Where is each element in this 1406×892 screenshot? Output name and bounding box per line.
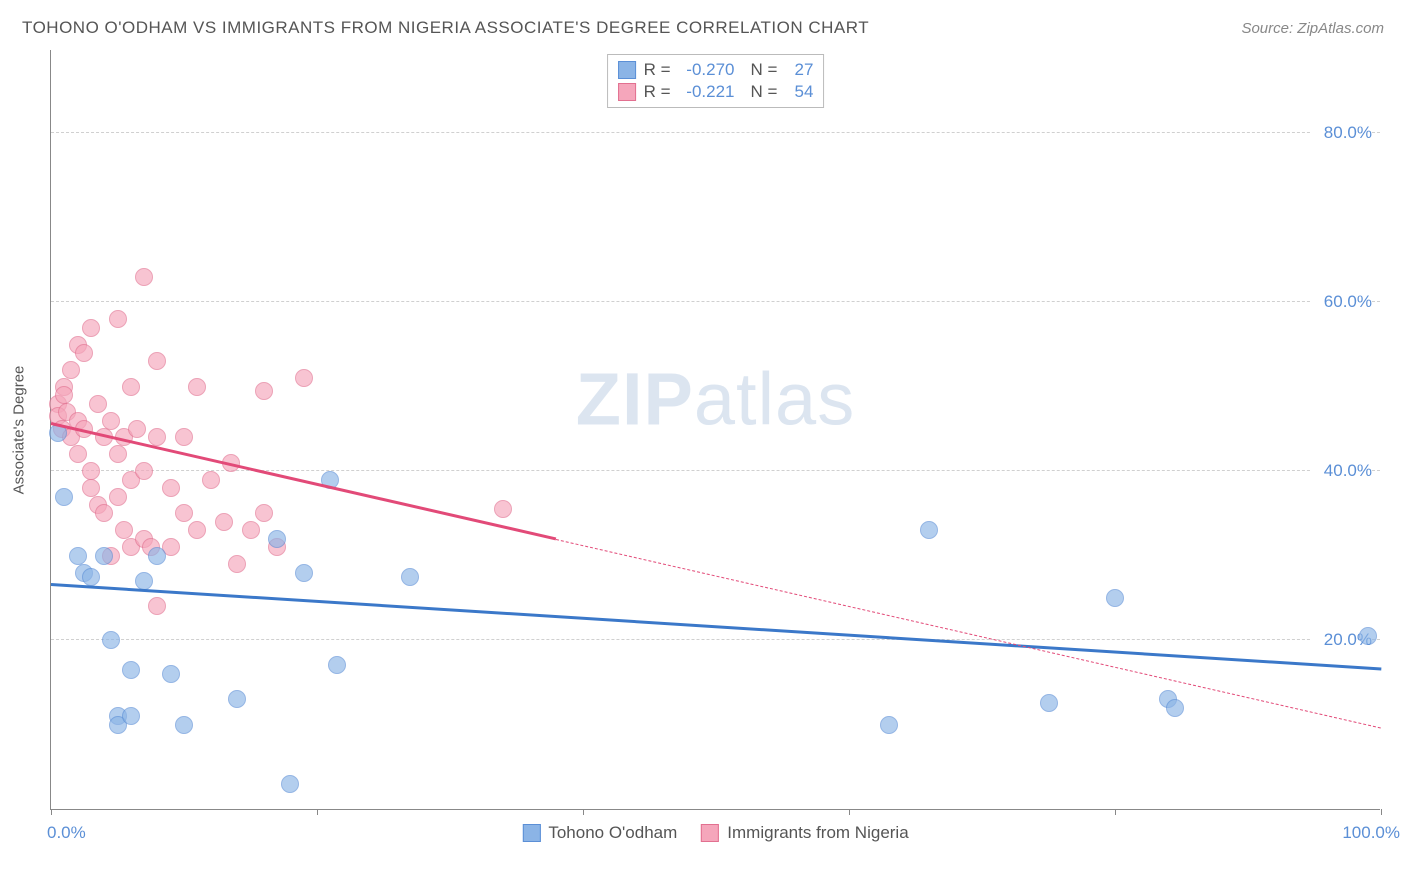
scatter-point	[188, 521, 206, 539]
x-tick	[849, 809, 850, 815]
scatter-point	[1040, 694, 1058, 712]
legend-label: Tohono O'odham	[548, 823, 677, 843]
scatter-point	[228, 690, 246, 708]
scatter-point	[295, 369, 313, 387]
scatter-point	[82, 319, 100, 337]
legend-item: Tohono O'odham	[522, 823, 677, 843]
scatter-point	[401, 568, 419, 586]
scatter-point	[55, 488, 73, 506]
scatter-point	[102, 412, 120, 430]
scatter-point	[135, 462, 153, 480]
stat-r-value: -0.221	[679, 82, 735, 102]
trendline-extrapolated	[556, 539, 1381, 728]
x-tick	[1115, 809, 1116, 815]
scatter-point	[162, 665, 180, 683]
stat-r-value: -0.270	[679, 60, 735, 80]
gridline	[51, 470, 1380, 471]
scatter-point	[102, 631, 120, 649]
scatter-point	[69, 547, 87, 565]
legend-label: Immigrants from Nigeria	[727, 823, 908, 843]
scatter-point	[494, 500, 512, 518]
scatter-point	[148, 352, 166, 370]
trendline	[51, 583, 1381, 670]
scatter-point	[920, 521, 938, 539]
scatter-point	[268, 530, 286, 548]
legend-item: Immigrants from Nigeria	[701, 823, 908, 843]
scatter-point	[175, 504, 193, 522]
stats-row: R = -0.270 N = 27	[618, 59, 814, 81]
scatter-point	[82, 462, 100, 480]
scatter-point	[69, 445, 87, 463]
source-credit: Source: ZipAtlas.com	[1241, 20, 1384, 37]
stats-legend: R = -0.270 N = 27 R = -0.221 N = 54	[607, 54, 825, 108]
x-axis-min-label: 0.0%	[47, 823, 86, 843]
y-tick-label: 80.0%	[1310, 123, 1372, 143]
chart-title: TOHONO O'ODHAM VS IMMIGRANTS FROM NIGERI…	[22, 18, 869, 38]
stat-n-value: 54	[785, 82, 813, 102]
scatter-point	[55, 386, 73, 404]
scatter-point	[328, 656, 346, 674]
scatter-point	[880, 716, 898, 734]
scatter-point	[109, 445, 127, 463]
x-tick	[1381, 809, 1382, 815]
scatter-point	[128, 420, 146, 438]
x-tick	[317, 809, 318, 815]
scatter-point	[162, 479, 180, 497]
scatter-point	[135, 268, 153, 286]
gridline	[51, 301, 1380, 302]
scatter-point	[95, 504, 113, 522]
swatch-icon	[618, 61, 636, 79]
scatter-point	[109, 310, 127, 328]
scatter-point	[115, 521, 133, 539]
y-axis-label: Associate's Degree	[11, 365, 28, 494]
gridline	[51, 639, 1380, 640]
watermark: ZIPatlas	[576, 357, 855, 442]
scatter-point	[148, 597, 166, 615]
scatter-point	[122, 661, 140, 679]
scatter-point	[109, 488, 127, 506]
scatter-point	[122, 707, 140, 725]
scatter-point	[122, 378, 140, 396]
scatter-point	[82, 568, 100, 586]
series-legend: Tohono O'odham Immigrants from Nigeria	[522, 823, 908, 843]
scatter-point	[188, 378, 206, 396]
plot-area: ZIPatlas Associate's Degree 0.0% 100.0% …	[50, 50, 1380, 810]
scatter-point	[1166, 699, 1184, 717]
stats-row: R = -0.221 N = 54	[618, 81, 814, 103]
scatter-point	[148, 547, 166, 565]
x-axis-max-label: 100.0%	[1342, 823, 1400, 843]
scatter-point	[215, 513, 233, 531]
swatch-icon	[701, 824, 719, 842]
scatter-point	[75, 344, 93, 362]
scatter-point	[62, 361, 80, 379]
scatter-point	[175, 428, 193, 446]
scatter-point	[148, 428, 166, 446]
scatter-point	[175, 716, 193, 734]
scatter-point	[228, 555, 246, 573]
scatter-point	[89, 395, 107, 413]
x-tick	[583, 809, 584, 815]
stat-n-value: 27	[785, 60, 813, 80]
x-tick	[51, 809, 52, 815]
y-tick-label: 60.0%	[1310, 292, 1372, 312]
scatter-point	[281, 775, 299, 793]
scatter-point	[255, 504, 273, 522]
swatch-icon	[522, 824, 540, 842]
scatter-point	[95, 547, 113, 565]
scatter-point	[255, 382, 273, 400]
scatter-point	[1359, 627, 1377, 645]
header-bar: TOHONO O'ODHAM VS IMMIGRANTS FROM NIGERI…	[22, 18, 1384, 38]
scatter-point	[242, 521, 260, 539]
swatch-icon	[618, 83, 636, 101]
scatter-point	[295, 564, 313, 582]
scatter-point	[1106, 589, 1124, 607]
scatter-point	[202, 471, 220, 489]
scatter-point	[135, 572, 153, 590]
y-tick-label: 40.0%	[1310, 461, 1372, 481]
scatter-point	[82, 479, 100, 497]
gridline	[51, 132, 1380, 133]
